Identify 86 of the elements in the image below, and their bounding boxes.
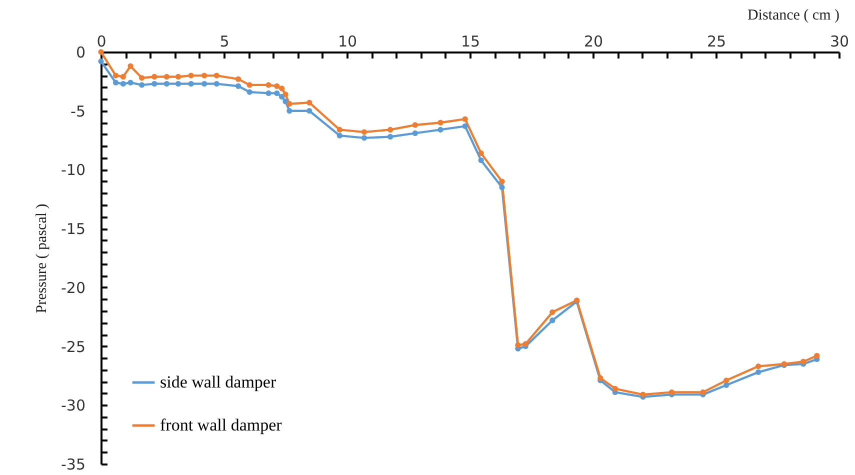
point bbox=[274, 83, 280, 89]
point bbox=[282, 92, 288, 98]
point bbox=[478, 157, 484, 164]
point bbox=[640, 392, 646, 398]
point bbox=[724, 378, 730, 384]
point bbox=[164, 80, 170, 87]
point bbox=[235, 76, 242, 82]
point bbox=[188, 72, 194, 78]
point bbox=[98, 58, 104, 64]
point bbox=[336, 132, 342, 138]
point bbox=[755, 369, 762, 376]
point bbox=[246, 89, 252, 95]
point bbox=[266, 90, 272, 96]
point bbox=[188, 80, 194, 87]
point bbox=[438, 120, 444, 126]
point bbox=[668, 389, 675, 396]
x-axis-title: Distance ( cm ) bbox=[747, 8, 840, 24]
point bbox=[361, 135, 368, 141]
x-tick-label: 25 bbox=[706, 32, 726, 50]
point bbox=[286, 108, 292, 114]
legend-label: front wall damper bbox=[160, 416, 282, 434]
y-axis-title: Pressure ( pascal ) bbox=[34, 204, 50, 314]
point bbox=[724, 382, 730, 388]
point bbox=[201, 72, 208, 78]
point bbox=[550, 318, 556, 324]
x-tick-label: 5 bbox=[220, 32, 230, 50]
point bbox=[128, 63, 134, 69]
point bbox=[412, 130, 418, 136]
point bbox=[175, 80, 182, 87]
point bbox=[412, 122, 418, 128]
y-tick-label: -5 bbox=[70, 102, 86, 120]
point bbox=[800, 358, 806, 364]
y-tick-label: -20 bbox=[61, 278, 86, 297]
point bbox=[246, 82, 252, 88]
x-tick-label: 20 bbox=[584, 32, 604, 50]
point bbox=[814, 352, 820, 359]
point bbox=[152, 80, 158, 87]
point bbox=[462, 116, 468, 122]
point bbox=[112, 72, 119, 78]
y-tick-label: -10 bbox=[61, 161, 86, 180]
point bbox=[361, 129, 368, 135]
point bbox=[598, 375, 604, 381]
point bbox=[522, 341, 528, 347]
point bbox=[214, 72, 220, 78]
point bbox=[266, 82, 272, 88]
point bbox=[152, 74, 158, 80]
point bbox=[128, 80, 134, 86]
point bbox=[120, 74, 126, 80]
legend-label: side wall damper bbox=[160, 372, 276, 392]
point bbox=[550, 309, 556, 315]
x-tick-label: 10 bbox=[338, 32, 358, 50]
point bbox=[235, 83, 242, 89]
point bbox=[201, 80, 208, 87]
y-tick-label: -15 bbox=[61, 220, 86, 238]
point bbox=[274, 90, 280, 96]
x-tick-label: 0 bbox=[96, 32, 106, 50]
point bbox=[462, 123, 468, 129]
point bbox=[214, 80, 220, 87]
point bbox=[336, 126, 342, 133]
y-tick-label: -25 bbox=[61, 338, 86, 356]
point bbox=[139, 75, 145, 81]
point bbox=[120, 80, 126, 87]
y-tick-label: -30 bbox=[61, 396, 86, 415]
point bbox=[700, 389, 706, 396]
point bbox=[112, 80, 119, 86]
point bbox=[278, 86, 285, 92]
point bbox=[175, 74, 182, 80]
point bbox=[499, 178, 505, 184]
point bbox=[306, 100, 312, 106]
point bbox=[139, 82, 145, 88]
point bbox=[387, 134, 394, 140]
point bbox=[438, 126, 444, 133]
point bbox=[612, 386, 618, 392]
point bbox=[306, 108, 312, 114]
x-tick-label: 15 bbox=[460, 32, 480, 50]
y-tick-label: -35 bbox=[61, 456, 86, 474]
point bbox=[387, 126, 394, 133]
point bbox=[515, 342, 521, 348]
point bbox=[478, 150, 484, 156]
y-tick-label: 0 bbox=[76, 44, 86, 62]
x-tick-label: 30 bbox=[830, 32, 850, 50]
point bbox=[755, 363, 762, 370]
point bbox=[286, 100, 292, 107]
point bbox=[164, 74, 170, 80]
point bbox=[98, 49, 104, 55]
point bbox=[499, 184, 505, 190]
